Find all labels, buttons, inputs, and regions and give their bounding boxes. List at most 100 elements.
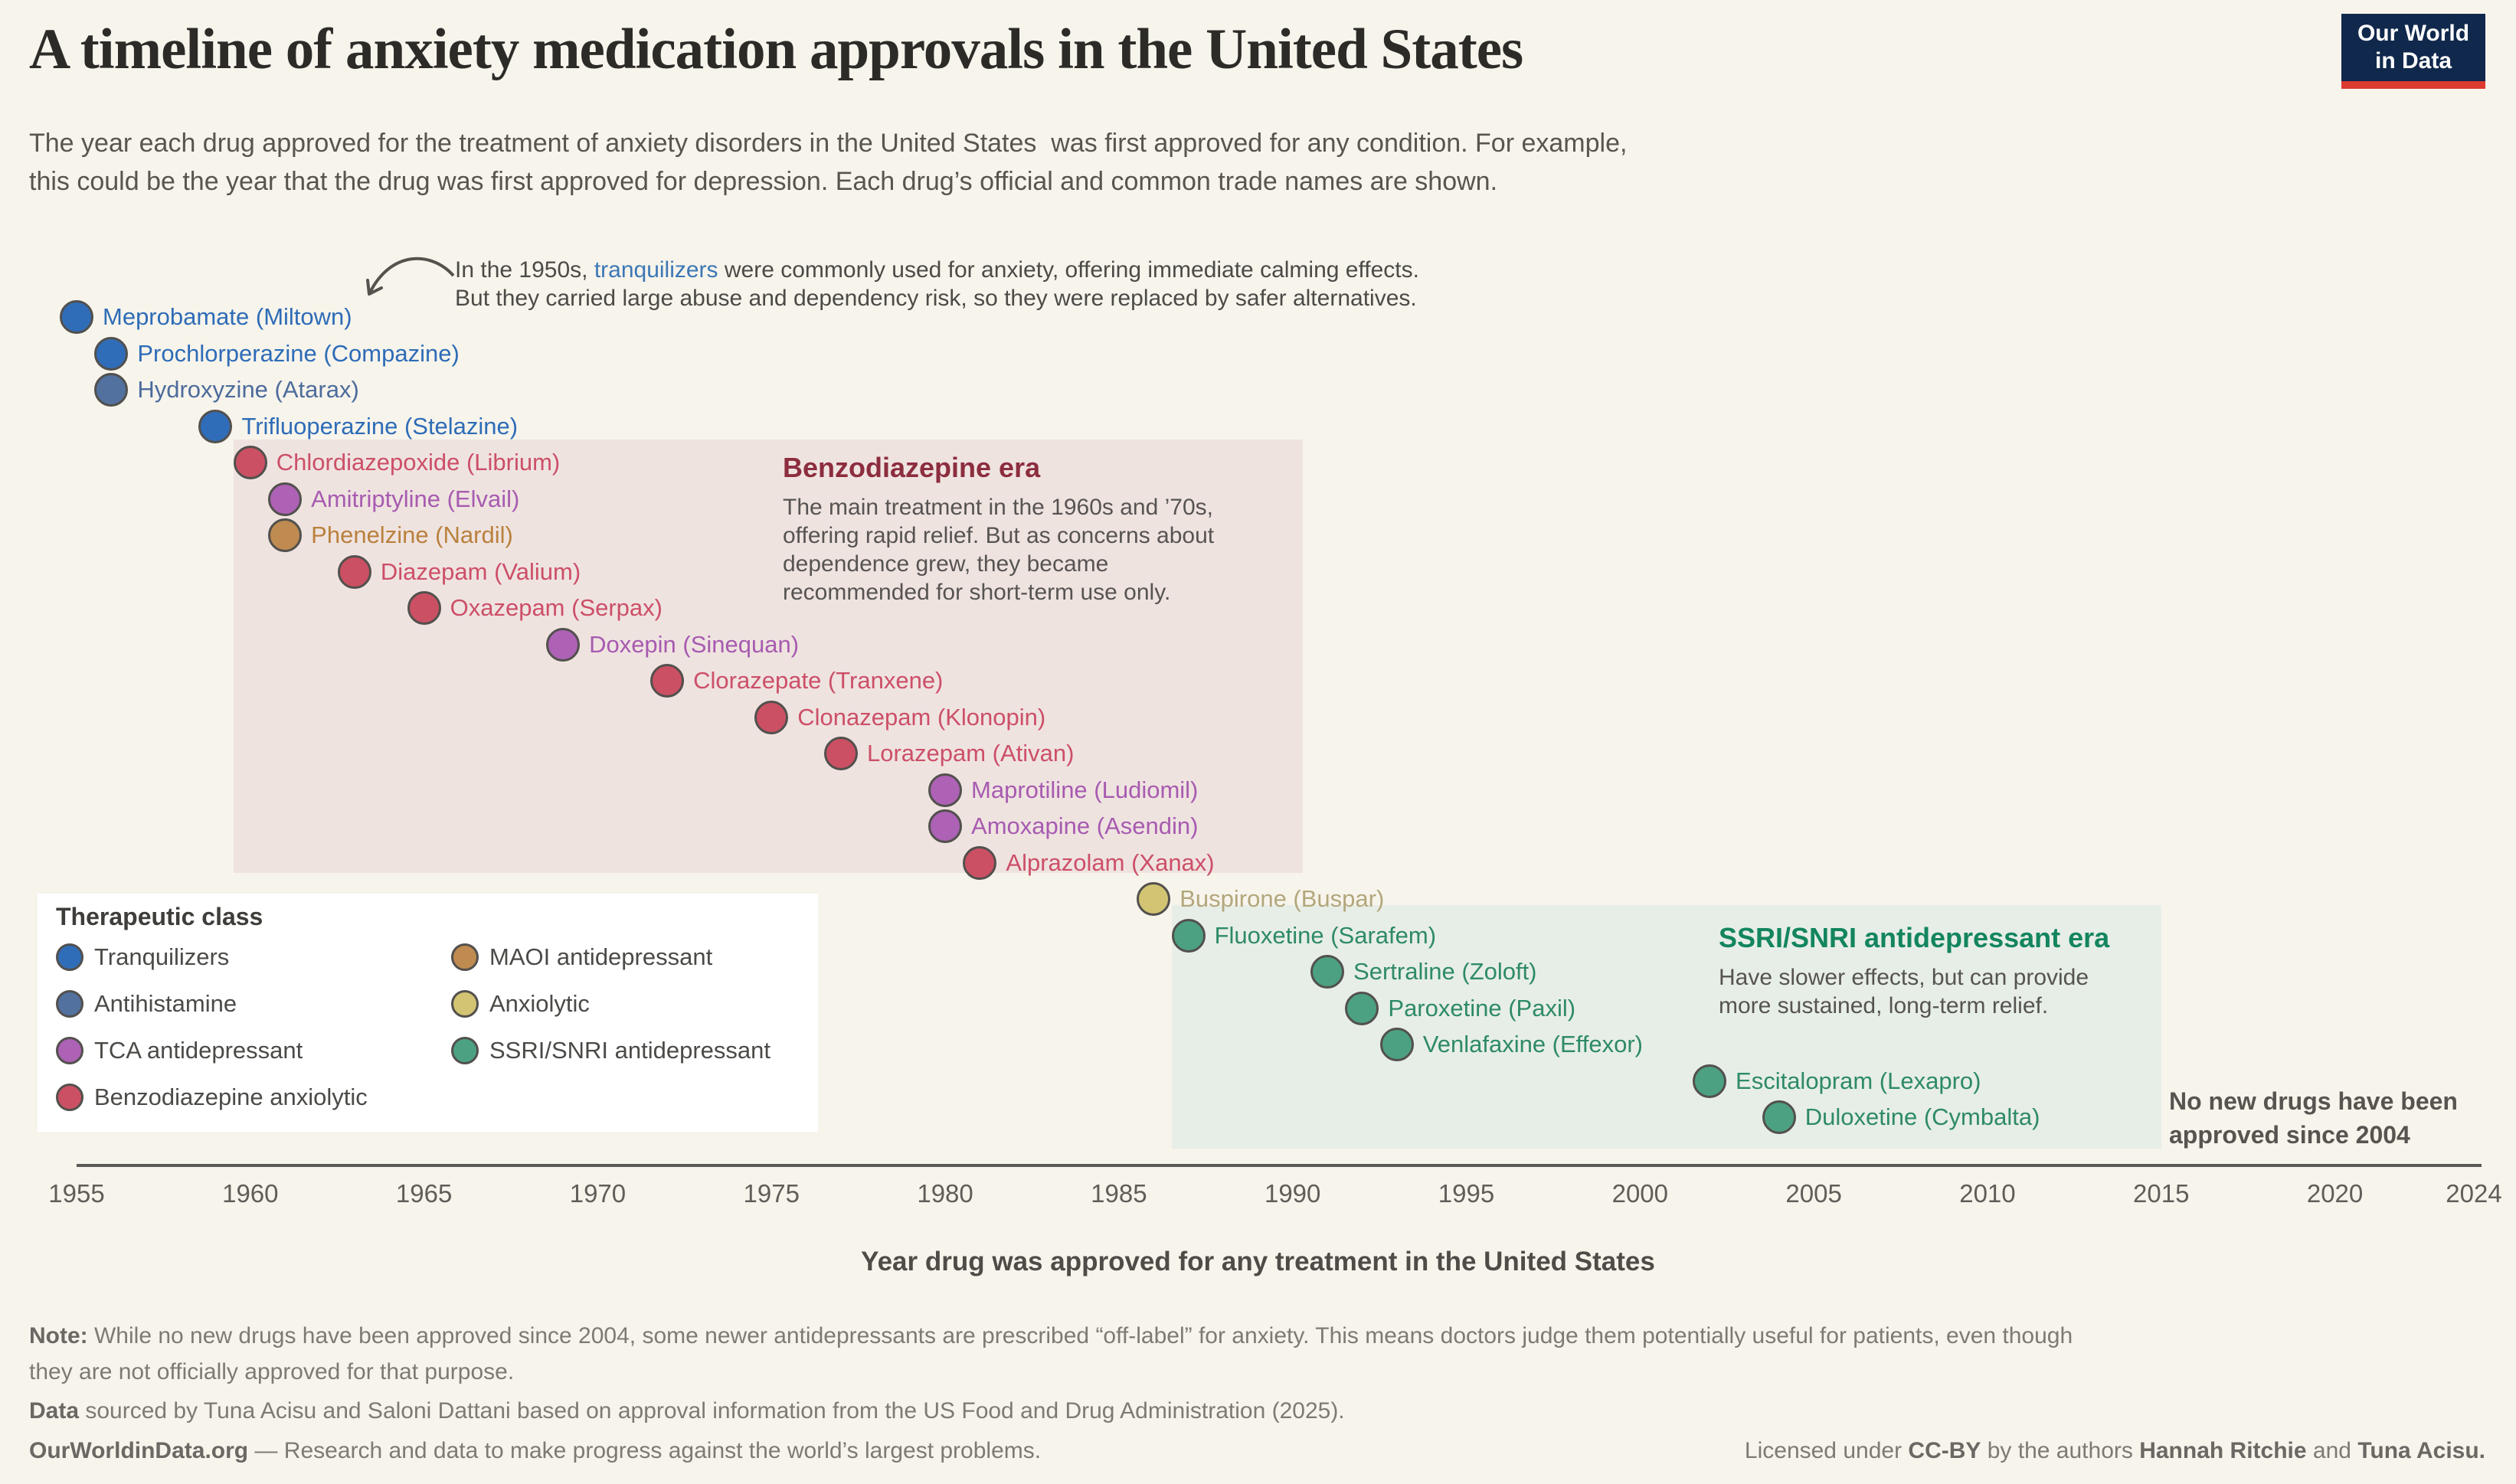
footer-bottom-row: OurWorldinData.org — Research and data t…	[29, 1438, 2485, 1464]
drug-point[interactable]	[1693, 1064, 1727, 1098]
site-label[interactable]: OurWorldinData.org	[29, 1438, 249, 1463]
legend-label: Benzodiazepine anxiolytic	[94, 1084, 368, 1110]
subtitle-line-1: The year each drug approved for the trea…	[29, 129, 1628, 158]
benzodiazepine-era-title: Benzodiazepine era	[783, 452, 1041, 483]
tranquilizer-annotation: In the 1950s, tranquilizers were commonl…	[455, 256, 1419, 312]
subtitle-line-2: this could be the year that the drug was…	[29, 167, 1498, 196]
drug-label: Paroxetine (Paxil)	[1388, 994, 1576, 1021]
drug-point[interactable]	[233, 446, 267, 479]
tranquilizers-link[interactable]: tranquilizers	[594, 257, 718, 283]
drug-point[interactable]	[1310, 955, 1345, 989]
x-axis-line	[77, 1164, 2482, 1167]
drug-point[interactable]	[928, 809, 963, 843]
legend-dot	[451, 1037, 479, 1064]
x-tick-label: 2010	[1959, 1179, 2016, 1208]
drug-point[interactable]	[823, 737, 858, 770]
note-label: Note:	[29, 1323, 88, 1348]
no-new-drugs-line-1: No new drugs have been	[2169, 1087, 2458, 1115]
x-tick-label: 2020	[2306, 1179, 2364, 1208]
era-description-line: The main treatment in the 1960s and ’70s…	[783, 495, 1214, 520]
legend-dot	[56, 943, 83, 971]
x-tick-label: 1960	[222, 1179, 279, 1208]
x-tick-label: 1965	[395, 1179, 453, 1208]
owid-logo-line-1: Our World	[2357, 21, 2470, 46]
drug-label: Diazepam (Valium)	[380, 557, 581, 585]
drug-label: Oxazepam (Serpax)	[450, 594, 663, 621]
drug-point[interactable]	[546, 627, 581, 662]
drug-label: Chlordiazepoxide (Librium)	[276, 449, 561, 476]
benzodiazepine-era-text: Benzodiazepine era The main treatment in…	[783, 452, 1214, 606]
x-tick-label: 1985	[1091, 1179, 1147, 1208]
owid-logo-line-2: in Data	[2374, 48, 2452, 74]
drug-label: Prochlorperazine (Compazine)	[137, 339, 460, 367]
annotation-pre: In the 1950s,	[455, 257, 594, 283]
drug-label: Maprotiline (Ludiomil)	[971, 776, 1199, 803]
drug-label: Alprazolam (Xanax)	[1006, 848, 1215, 876]
legend-dot	[56, 990, 83, 1018]
drug-point[interactable]	[1379, 1028, 1414, 1061]
legend-title: Therapeutic class	[56, 903, 263, 930]
x-tick-label: 1970	[569, 1179, 627, 1208]
drug-point[interactable]	[1171, 918, 1206, 953]
drug-point[interactable]	[268, 518, 303, 552]
drug-label: Sertraline (Zoloft)	[1353, 958, 1537, 985]
owid-site-credit: OurWorldinData.org — Research and data t…	[29, 1438, 1042, 1463]
legend-label: Tranquilizers	[94, 943, 230, 970]
license-credit: Licensed under CC-BY by the authors Hann…	[1744, 1438, 2485, 1463]
drug-point[interactable]	[963, 845, 997, 880]
footer-note-line-2: they are not officially approved for tha…	[29, 1359, 515, 1384]
x-tick-label: 2000	[1611, 1179, 1669, 1208]
annotation-arrow	[366, 257, 455, 296]
drug-label: Venlafaxine (Effexor)	[1422, 1031, 1643, 1057]
footer-note-line-1: Note: While no new drugs have been appro…	[29, 1323, 2073, 1348]
drug-label: Phenelzine (Nardil)	[311, 521, 513, 548]
page-title: A timeline of anxiety medication approva…	[29, 18, 1523, 81]
annotation-line-2: But they carried large abuse and depende…	[455, 286, 1417, 311]
drug-label: Buspirone (Buspar)	[1179, 885, 1385, 912]
drug-point[interactable]	[268, 482, 303, 516]
era-description-line: recommended for short-term use only.	[783, 580, 1171, 605]
era-description-line: more sustained, long-term relief.	[1719, 993, 2049, 1018]
drug-label: Amoxapine (Asendin)	[971, 812, 1199, 839]
drug-point[interactable]	[60, 300, 93, 334]
era-description-line: dependence grew, they became	[783, 551, 1109, 577]
drug-point[interactable]	[754, 700, 789, 734]
era-description-line: Have slower effects, but can provide	[1719, 965, 2089, 990]
drug-point[interactable]	[1137, 882, 1171, 916]
owid-logo[interactable]: Our World in Data	[2341, 14, 2485, 89]
drug-point[interactable]	[198, 409, 233, 443]
ssri-era-box	[1172, 905, 2161, 1149]
drug-point[interactable]	[1762, 1100, 1796, 1134]
drug-point[interactable]	[94, 336, 129, 371]
drug-point[interactable]	[650, 664, 685, 698]
x-tick-label: 1995	[1438, 1179, 1495, 1208]
drug-point[interactable]	[1345, 991, 1379, 1025]
x-tick-label: 1975	[743, 1179, 800, 1208]
drug-point[interactable]	[928, 773, 963, 807]
drug-point[interactable]	[337, 554, 371, 589]
drug-label: Trifluoperazine (Stelazine)	[241, 412, 519, 440]
ssri-era-title: SSRI/SNRI antidepressant era	[1719, 922, 2110, 953]
no-new-drugs-line-2: approved since 2004	[2169, 1121, 2410, 1149]
drug-label: Clorazepate (Tranxene)	[693, 667, 944, 694]
legend-label: Antihistamine	[94, 990, 237, 1017]
x-tick-label: 2005	[1785, 1179, 1842, 1208]
drug-point[interactable]	[407, 591, 441, 625]
legend: Therapeutic class Tranquilizers Antihista…	[38, 894, 818, 1132]
drug-label: Lorazepam (Ativan)	[866, 740, 1075, 767]
drug-point[interactable]	[94, 373, 129, 407]
drug-label: Escitalopram (Lexapro)	[1736, 1067, 1981, 1094]
legend-label: Anxiolytic	[489, 990, 590, 1017]
data-label: Data	[29, 1398, 80, 1424]
legend-label: TCA antidepressant	[94, 1037, 303, 1064]
x-tick-label: 2024	[2446, 1179, 2502, 1208]
x-tick-label: 2015	[2133, 1179, 2190, 1208]
ssri-era-text: SSRI/SNRI antidepressant era Have slower…	[1719, 922, 2109, 1020]
chart-subtitle: The year each drug approved for the trea…	[29, 124, 1627, 201]
x-tick-label: 1980	[917, 1179, 973, 1208]
x-tick-label: 1955	[48, 1179, 105, 1208]
drug-label: Meprobamate (Miltown)	[103, 303, 352, 330]
drug-label: Fluoxetine (Sarafem)	[1214, 921, 1437, 949]
drug-label: Duloxetine (Cymbalta)	[1804, 1103, 2040, 1130]
